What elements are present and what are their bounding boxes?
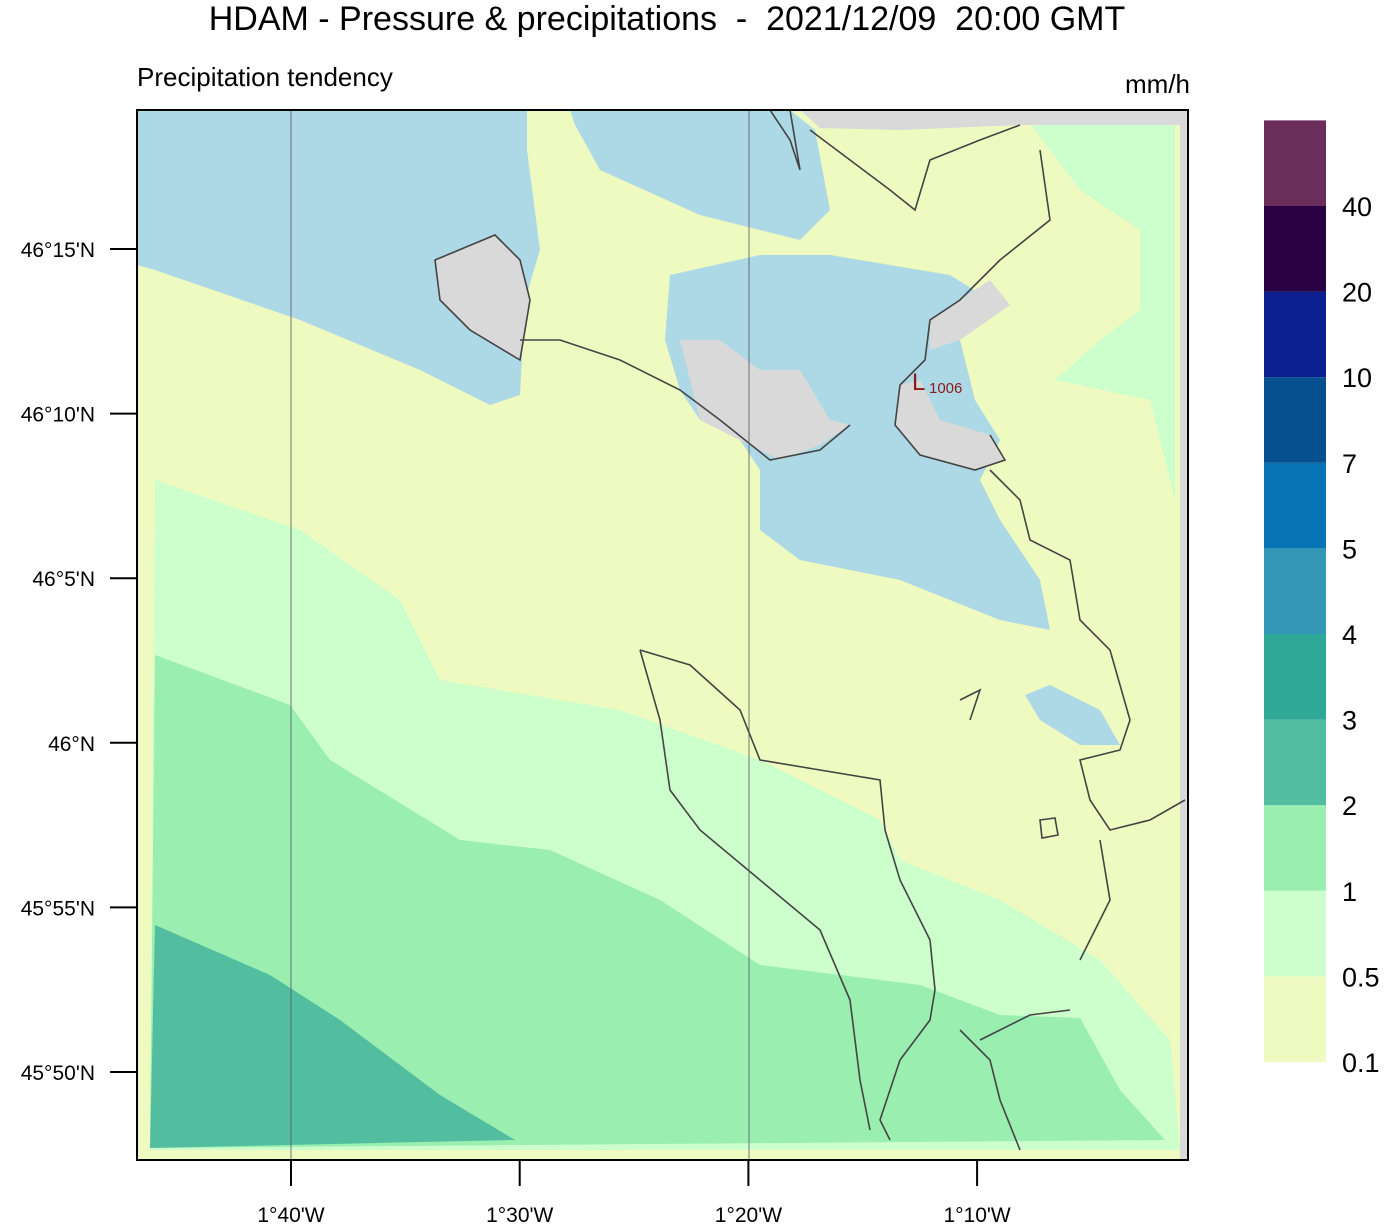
legend-box (1264, 291, 1326, 378)
land (800, 110, 1188, 130)
legend-label: 5 (1342, 534, 1357, 564)
lon-label: 1°10'W (943, 1204, 1010, 1225)
legend-label: 10 (1342, 363, 1372, 393)
legend-label: 3 (1342, 706, 1357, 736)
land (1180, 110, 1188, 1160)
lat-label: 46°10'N (21, 404, 95, 427)
lat-label: 45°55'N (21, 897, 95, 920)
legend-box (1264, 805, 1326, 891)
legend-label: 20 (1342, 278, 1372, 308)
legend-box (1264, 634, 1326, 720)
legend-label: 0.5 (1342, 962, 1380, 992)
zone (137, 110, 540, 405)
coastline (434, 234, 531, 362)
title: HDAM - Pressure & precipitations - 2021/… (209, 0, 1126, 38)
legend-label: 4 (1342, 620, 1357, 650)
coastline (639, 649, 1071, 1151)
legend-box (1264, 976, 1326, 1062)
coastline (639, 649, 936, 1141)
legend-box (1264, 462, 1326, 549)
zone (665, 255, 1050, 630)
land (680, 340, 850, 460)
lat-label: 46°15'N (21, 239, 95, 262)
pressure-value: 1006 (929, 380, 962, 397)
legend-box (1264, 890, 1326, 977)
lat-label: 45°50'N (21, 1062, 95, 1085)
coastline (809, 124, 1051, 471)
lon-label: 1°30'W (486, 1204, 553, 1225)
legend-box (1264, 120, 1326, 206)
legend-label: 1 (1342, 877, 1357, 907)
legend-box (1264, 548, 1326, 634)
zone (1025, 685, 1120, 745)
pressure-symbol: L (912, 369, 925, 396)
legend-box (1264, 719, 1326, 806)
land (895, 380, 1005, 470)
land (930, 280, 1010, 350)
land (435, 235, 530, 360)
zone (150, 925, 515, 1148)
lat-label: 46°N (48, 733, 95, 756)
lon-label: 1°40'W (257, 1204, 324, 1225)
legend-label: 40 (1342, 192, 1372, 222)
coastline (520, 339, 851, 461)
subtitle: Precipitation tendency (137, 62, 393, 92)
unit: mm/h (1125, 69, 1190, 99)
coastline (959, 688, 1111, 961)
legend-box (1264, 206, 1326, 292)
zone (1020, 110, 1175, 500)
map-frame (136, 109, 1189, 1161)
zone (150, 655, 1165, 1148)
legend-label: 0.1 (1342, 1048, 1380, 1078)
lon-label: 1°20'W (715, 1204, 782, 1225)
legend-label: 7 (1342, 449, 1357, 479)
legend-box (1264, 377, 1326, 463)
zone (570, 110, 830, 240)
lat-label: 46°5'N (32, 568, 95, 591)
coastline (989, 469, 1186, 831)
coastline (769, 110, 801, 171)
legend-label: 2 (1342, 791, 1357, 821)
map (137, 110, 1188, 1160)
